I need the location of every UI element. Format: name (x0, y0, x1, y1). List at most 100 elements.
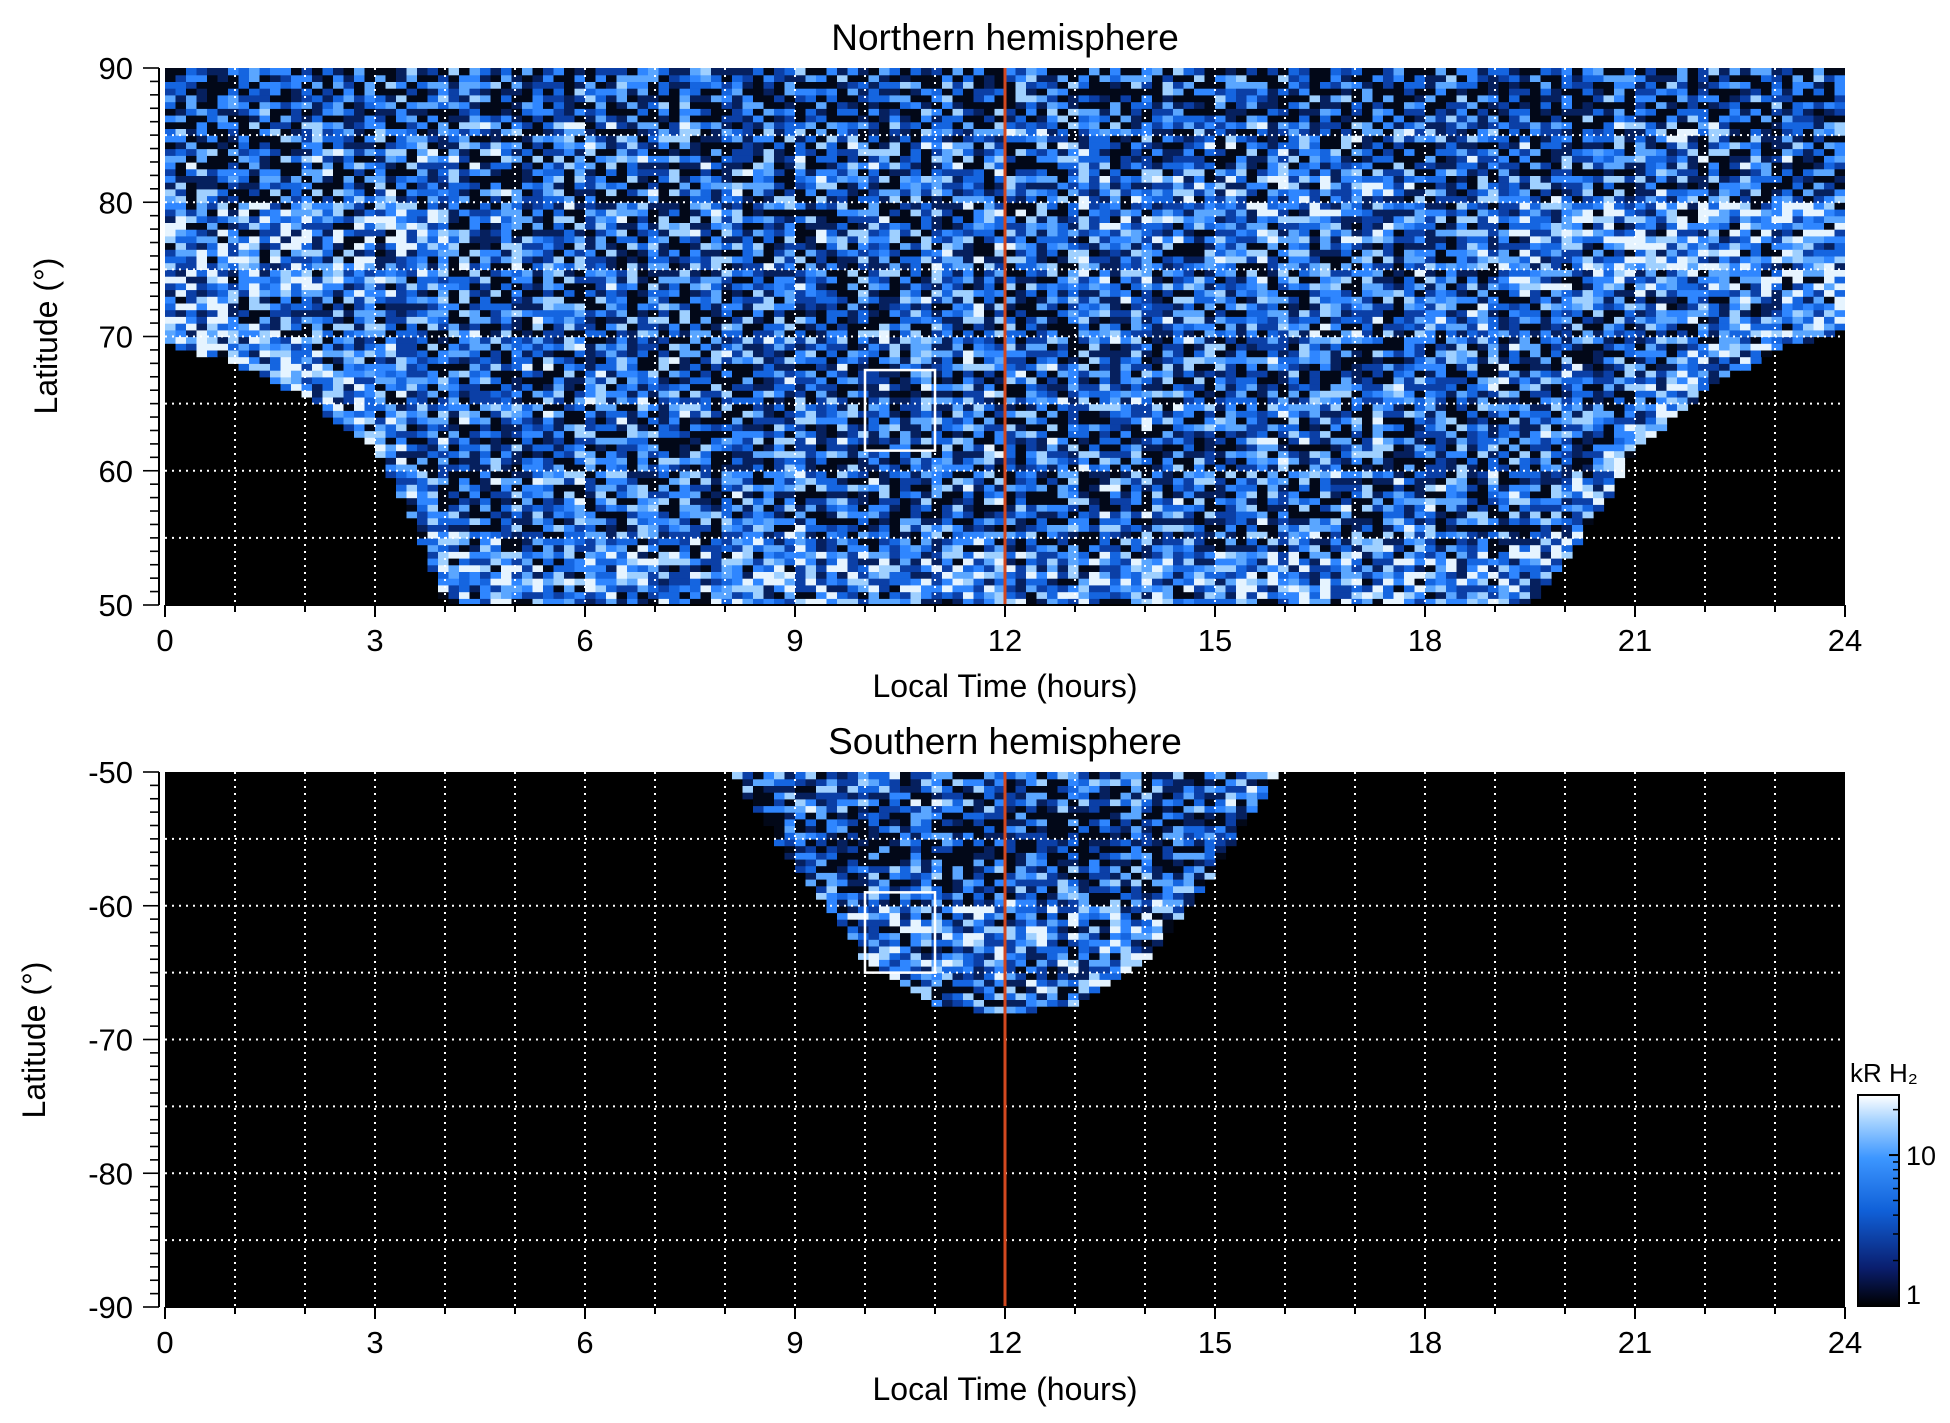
map-cell (165, 336, 177, 344)
map-cell (627, 108, 639, 116)
map-cell (910, 430, 922, 438)
map-cell (753, 343, 765, 351)
map-cell (721, 430, 733, 438)
map-cell (270, 349, 282, 358)
map-cell (847, 229, 859, 237)
map-cell (627, 450, 639, 458)
map-cell (490, 88, 502, 96)
map-cell (522, 423, 534, 432)
map-cell (637, 470, 649, 479)
map-cell (385, 457, 397, 465)
map-cell (837, 282, 849, 291)
map-cell (606, 269, 618, 277)
map-cell (543, 336, 555, 344)
map-cell (322, 323, 334, 331)
map-cell (700, 242, 712, 250)
map-cell (354, 141, 366, 150)
map-cell (322, 202, 334, 210)
map-cell (501, 336, 513, 344)
map-cell (784, 497, 796, 505)
map-cell (459, 343, 471, 351)
map-cell (553, 537, 565, 546)
map-cell (784, 269, 796, 277)
map-cell (270, 81, 282, 89)
map-cell (658, 168, 670, 176)
map-cell (291, 188, 303, 197)
map-cell (784, 121, 796, 129)
map-cell (606, 316, 618, 324)
map-cell (627, 141, 639, 150)
map-cell (165, 175, 177, 183)
map-cell (364, 168, 376, 176)
map-cell (847, 94, 859, 103)
map-cell (553, 490, 565, 499)
map-cell (858, 215, 870, 223)
map-cell (679, 584, 691, 593)
map-cell (900, 497, 912, 505)
map-cell (616, 390, 628, 398)
map-cell (396, 484, 408, 492)
map-cell (469, 121, 481, 129)
map-cell (501, 175, 513, 183)
map-cell (585, 121, 597, 129)
map-cell (553, 249, 565, 257)
map-cell (438, 296, 450, 304)
map-cell (574, 450, 586, 458)
map-cell (522, 302, 534, 311)
map-cell (816, 571, 828, 579)
map-cell (543, 437, 555, 445)
map-cell (868, 396, 880, 405)
map-cell (868, 417, 880, 425)
map-cell (186, 309, 198, 317)
map-cell (480, 94, 492, 103)
map-cell (469, 571, 481, 579)
map-cell (532, 94, 544, 103)
map-cell (816, 564, 828, 572)
map-cell (742, 235, 754, 244)
map-cell (175, 135, 187, 143)
map-cell (595, 490, 607, 499)
map-cell (501, 558, 513, 566)
map-cell (805, 202, 817, 210)
map-cell (459, 356, 471, 364)
map-cell (900, 484, 912, 492)
map-cell (868, 598, 880, 605)
map-cell (826, 88, 838, 96)
map-cell (585, 564, 597, 572)
map-cell (228, 182, 240, 190)
map-cell (448, 81, 460, 89)
map-cell (375, 175, 387, 183)
map-cell (616, 356, 628, 364)
map-cell (438, 195, 450, 203)
map-cell (280, 162, 292, 170)
map-cell (711, 209, 723, 217)
map-cell (826, 390, 838, 398)
map-cell (658, 182, 670, 190)
map-cell (480, 202, 492, 210)
map-cell (543, 235, 555, 244)
map-cell (364, 121, 376, 129)
map-cell (669, 289, 681, 297)
map-cell (490, 497, 502, 505)
map-cell (679, 262, 691, 270)
map-cell (679, 255, 691, 264)
map-cell (900, 329, 912, 338)
map-cell (868, 222, 880, 230)
map-cell (574, 370, 586, 378)
map-cell (868, 443, 880, 452)
map-cell (627, 202, 639, 210)
map-cell (732, 484, 744, 492)
map-cell (826, 94, 838, 103)
map-cell (711, 302, 723, 311)
map-cell (574, 188, 586, 197)
map-cell (385, 336, 397, 344)
map-cell (343, 262, 355, 270)
map-cell (795, 329, 807, 338)
map-cell (826, 121, 838, 129)
map-cell (585, 188, 597, 197)
map-cell (259, 94, 271, 103)
map-cell (595, 403, 607, 411)
map-cell (658, 235, 670, 244)
map-cell (847, 376, 859, 385)
map-cell (847, 115, 859, 123)
